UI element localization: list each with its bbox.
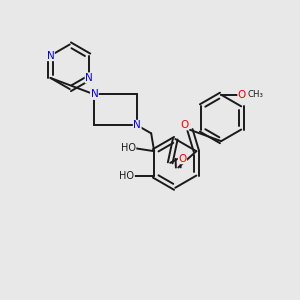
Text: N: N	[85, 73, 93, 83]
Text: N: N	[91, 89, 98, 99]
Text: CH₃: CH₃	[247, 90, 263, 99]
Text: HO: HO	[121, 143, 136, 153]
Text: O: O	[178, 154, 187, 164]
Text: O: O	[181, 120, 189, 130]
Text: N: N	[133, 120, 141, 130]
Text: HO: HO	[119, 171, 134, 181]
Text: N: N	[46, 51, 54, 61]
Text: O: O	[238, 90, 246, 100]
